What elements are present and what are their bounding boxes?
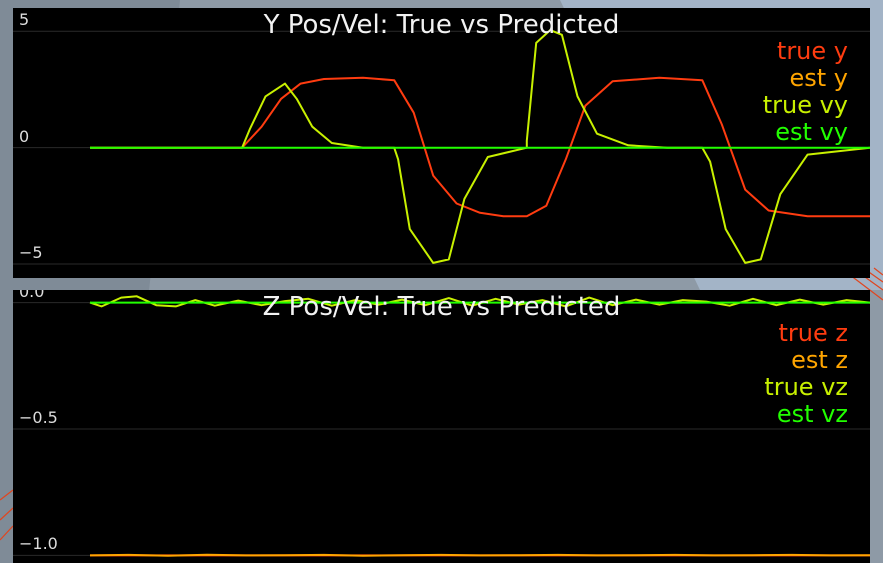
z-chart-title: Z Pos/Vel: True vs Predicted — [262, 292, 621, 322]
z-chart-tick-label: −1.0 — [19, 534, 58, 554]
y-chart-legend: true y est y true vy est vy — [763, 38, 848, 146]
y-chart-tick-label: −5 — [19, 243, 43, 263]
y-chart-tick-label: 5 — [19, 10, 30, 30]
legend-true-z: true z — [778, 319, 848, 347]
y-series-true-vy — [90, 29, 870, 264]
y-pos-vel-chart: Y Pos/Vel: True vs Predicted −5 0 5 true… — [13, 8, 870, 278]
legend-est-y: est y — [789, 64, 848, 92]
legend-est-vy: est vy — [775, 118, 848, 146]
y-series-true-y — [90, 76, 870, 218]
legend-true-y: true y — [776, 37, 848, 65]
z-chart-tick-label: −0.5 — [19, 408, 58, 428]
z-chart-tick-label: 0.0 — [19, 290, 45, 301]
legend-est-z: est z — [791, 346, 848, 374]
z-pos-vel-chart: Z Pos/Vel: True vs Predicted 0.0 −0.5 −1… — [13, 290, 870, 563]
y-chart-tick-label: 0 — [19, 126, 30, 146]
backdrop-grid-lines — [0, 267, 883, 541]
y-chart-plot — [13, 29, 870, 265]
legend-true-vz: true vz — [764, 373, 848, 401]
legend-true-vy: true vy — [762, 91, 848, 119]
z-series-est-z — [89, 553, 870, 557]
z-chart-plot — [13, 295, 870, 557]
legend-est-vz: est vz — [776, 400, 848, 428]
z-chart-legend: true z est z true vz est vz — [764, 320, 848, 428]
y-chart-title: Y Pos/Vel: True vs Predicted — [263, 10, 620, 40]
